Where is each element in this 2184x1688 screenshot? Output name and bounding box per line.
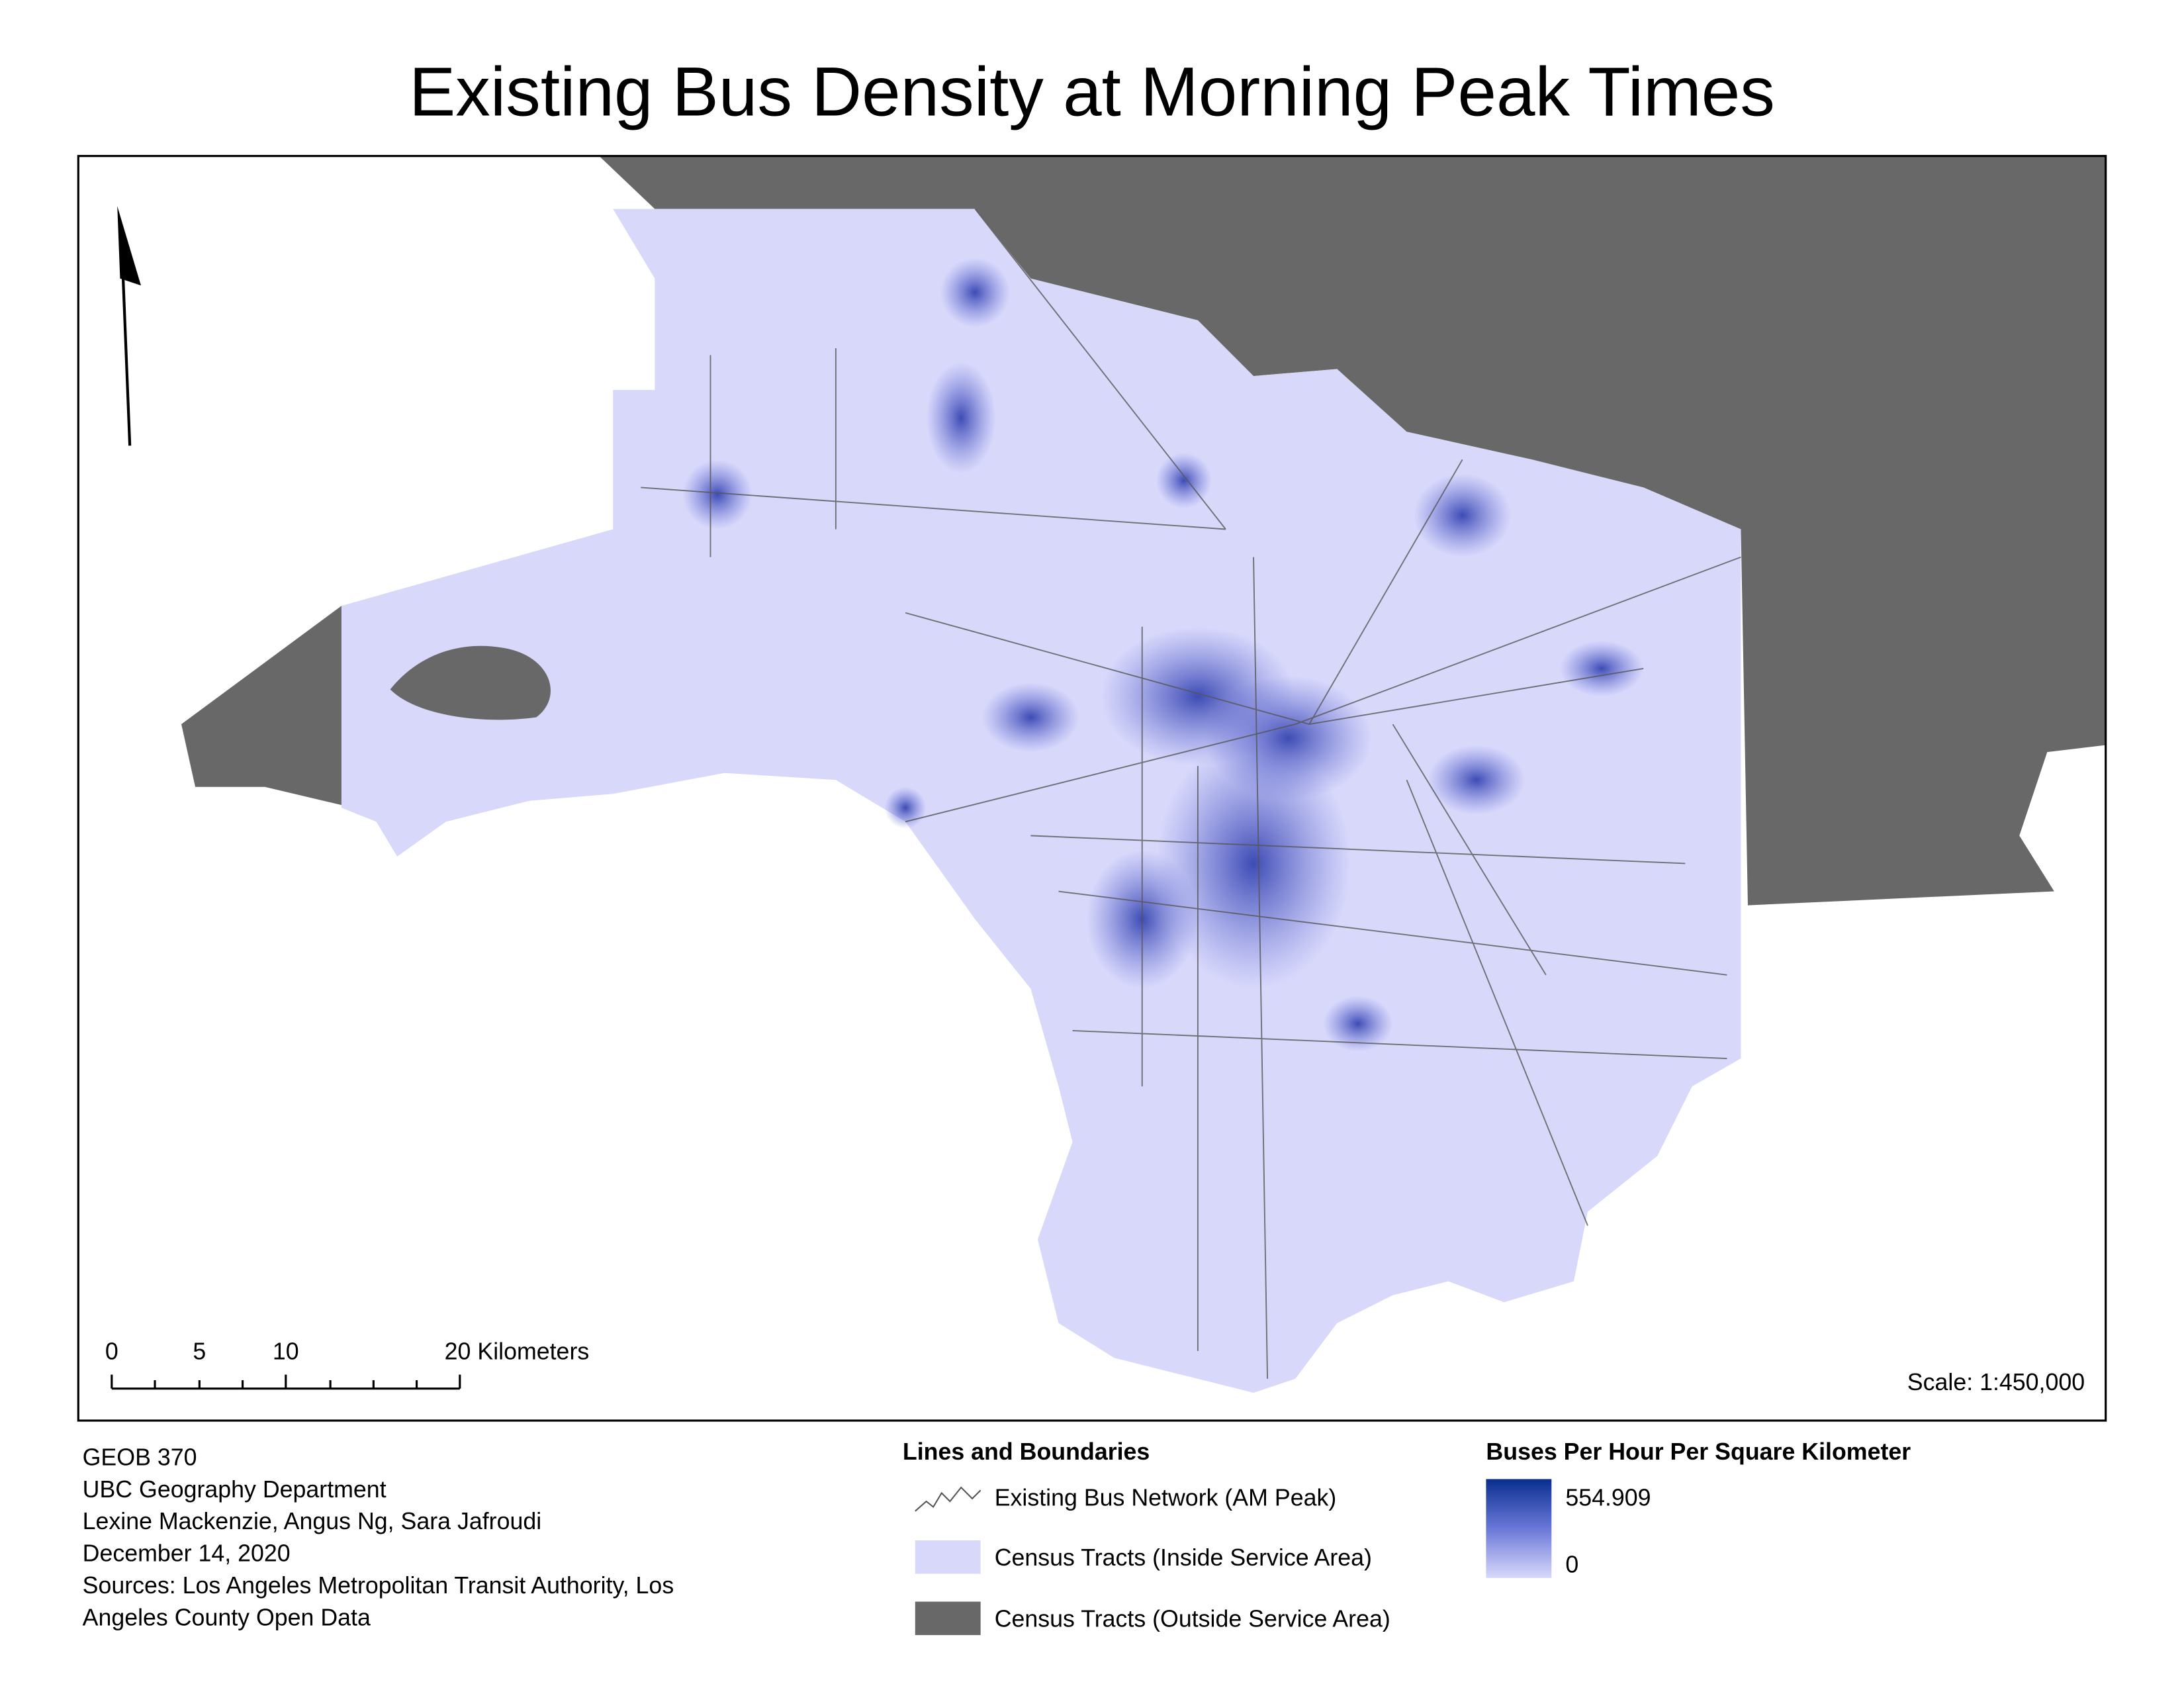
north-arrow bbox=[117, 206, 141, 446]
legend-title: Buses Per Hour Per Square Kilometer bbox=[1486, 1438, 1911, 1465]
density-min: 0 bbox=[1565, 1551, 1578, 1577]
credit-line: UBC Geography Department bbox=[83, 1476, 387, 1503]
legend-item: Census Tracts (Inside Service Area) bbox=[995, 1544, 1372, 1571]
credit-line: Sources: Los Angeles Metropolitan Transi… bbox=[83, 1572, 674, 1599]
scale-label: 10 bbox=[273, 1338, 299, 1364]
legend-line-swatch bbox=[915, 1486, 981, 1512]
map: 0 5 10 20 Kilometers Scale: 1:450,000 bbox=[78, 156, 2106, 1421]
legend-swatch bbox=[915, 1601, 981, 1636]
outside-tracts-west bbox=[181, 606, 341, 806]
map-frame bbox=[77, 155, 2107, 1422]
scale-bar bbox=[111, 1374, 461, 1390]
legend-item: Existing Bus Network (AM Peak) bbox=[995, 1484, 1337, 1511]
island bbox=[390, 645, 551, 720]
title: Existing Bus Density at Morning Peak Tim… bbox=[409, 54, 1775, 131]
credit-line: Angeles County Open Data bbox=[83, 1604, 371, 1630]
legend: Lines and Boundaries Existing Bus Networ… bbox=[903, 1438, 1911, 1636]
density-ramp bbox=[1486, 1479, 1552, 1578]
bus-network bbox=[641, 209, 1741, 1379]
scale-label: 20 Kilometers bbox=[445, 1338, 590, 1364]
density-max: 554.909 bbox=[1565, 1484, 1651, 1511]
credit-line: Lexine Mackenzie, Angus Ng, Sara Jafroud… bbox=[83, 1508, 542, 1534]
scale-text: Scale: 1:450,000 bbox=[1907, 1369, 2085, 1395]
credit-line: GEOB 370 bbox=[83, 1444, 197, 1470]
outside-tracts bbox=[599, 156, 2106, 906]
legend-swatch bbox=[915, 1540, 981, 1574]
credit-line: December 14, 2020 bbox=[83, 1540, 291, 1567]
credits: GEOB 370 UBC Geography Department Lexine… bbox=[83, 1444, 674, 1630]
scale-label: 0 bbox=[105, 1338, 118, 1364]
legend-item: Census Tracts (Outside Service Area) bbox=[995, 1605, 1390, 1632]
legend-title: Lines and Boundaries bbox=[903, 1438, 1150, 1465]
scale-label: 5 bbox=[193, 1338, 206, 1364]
